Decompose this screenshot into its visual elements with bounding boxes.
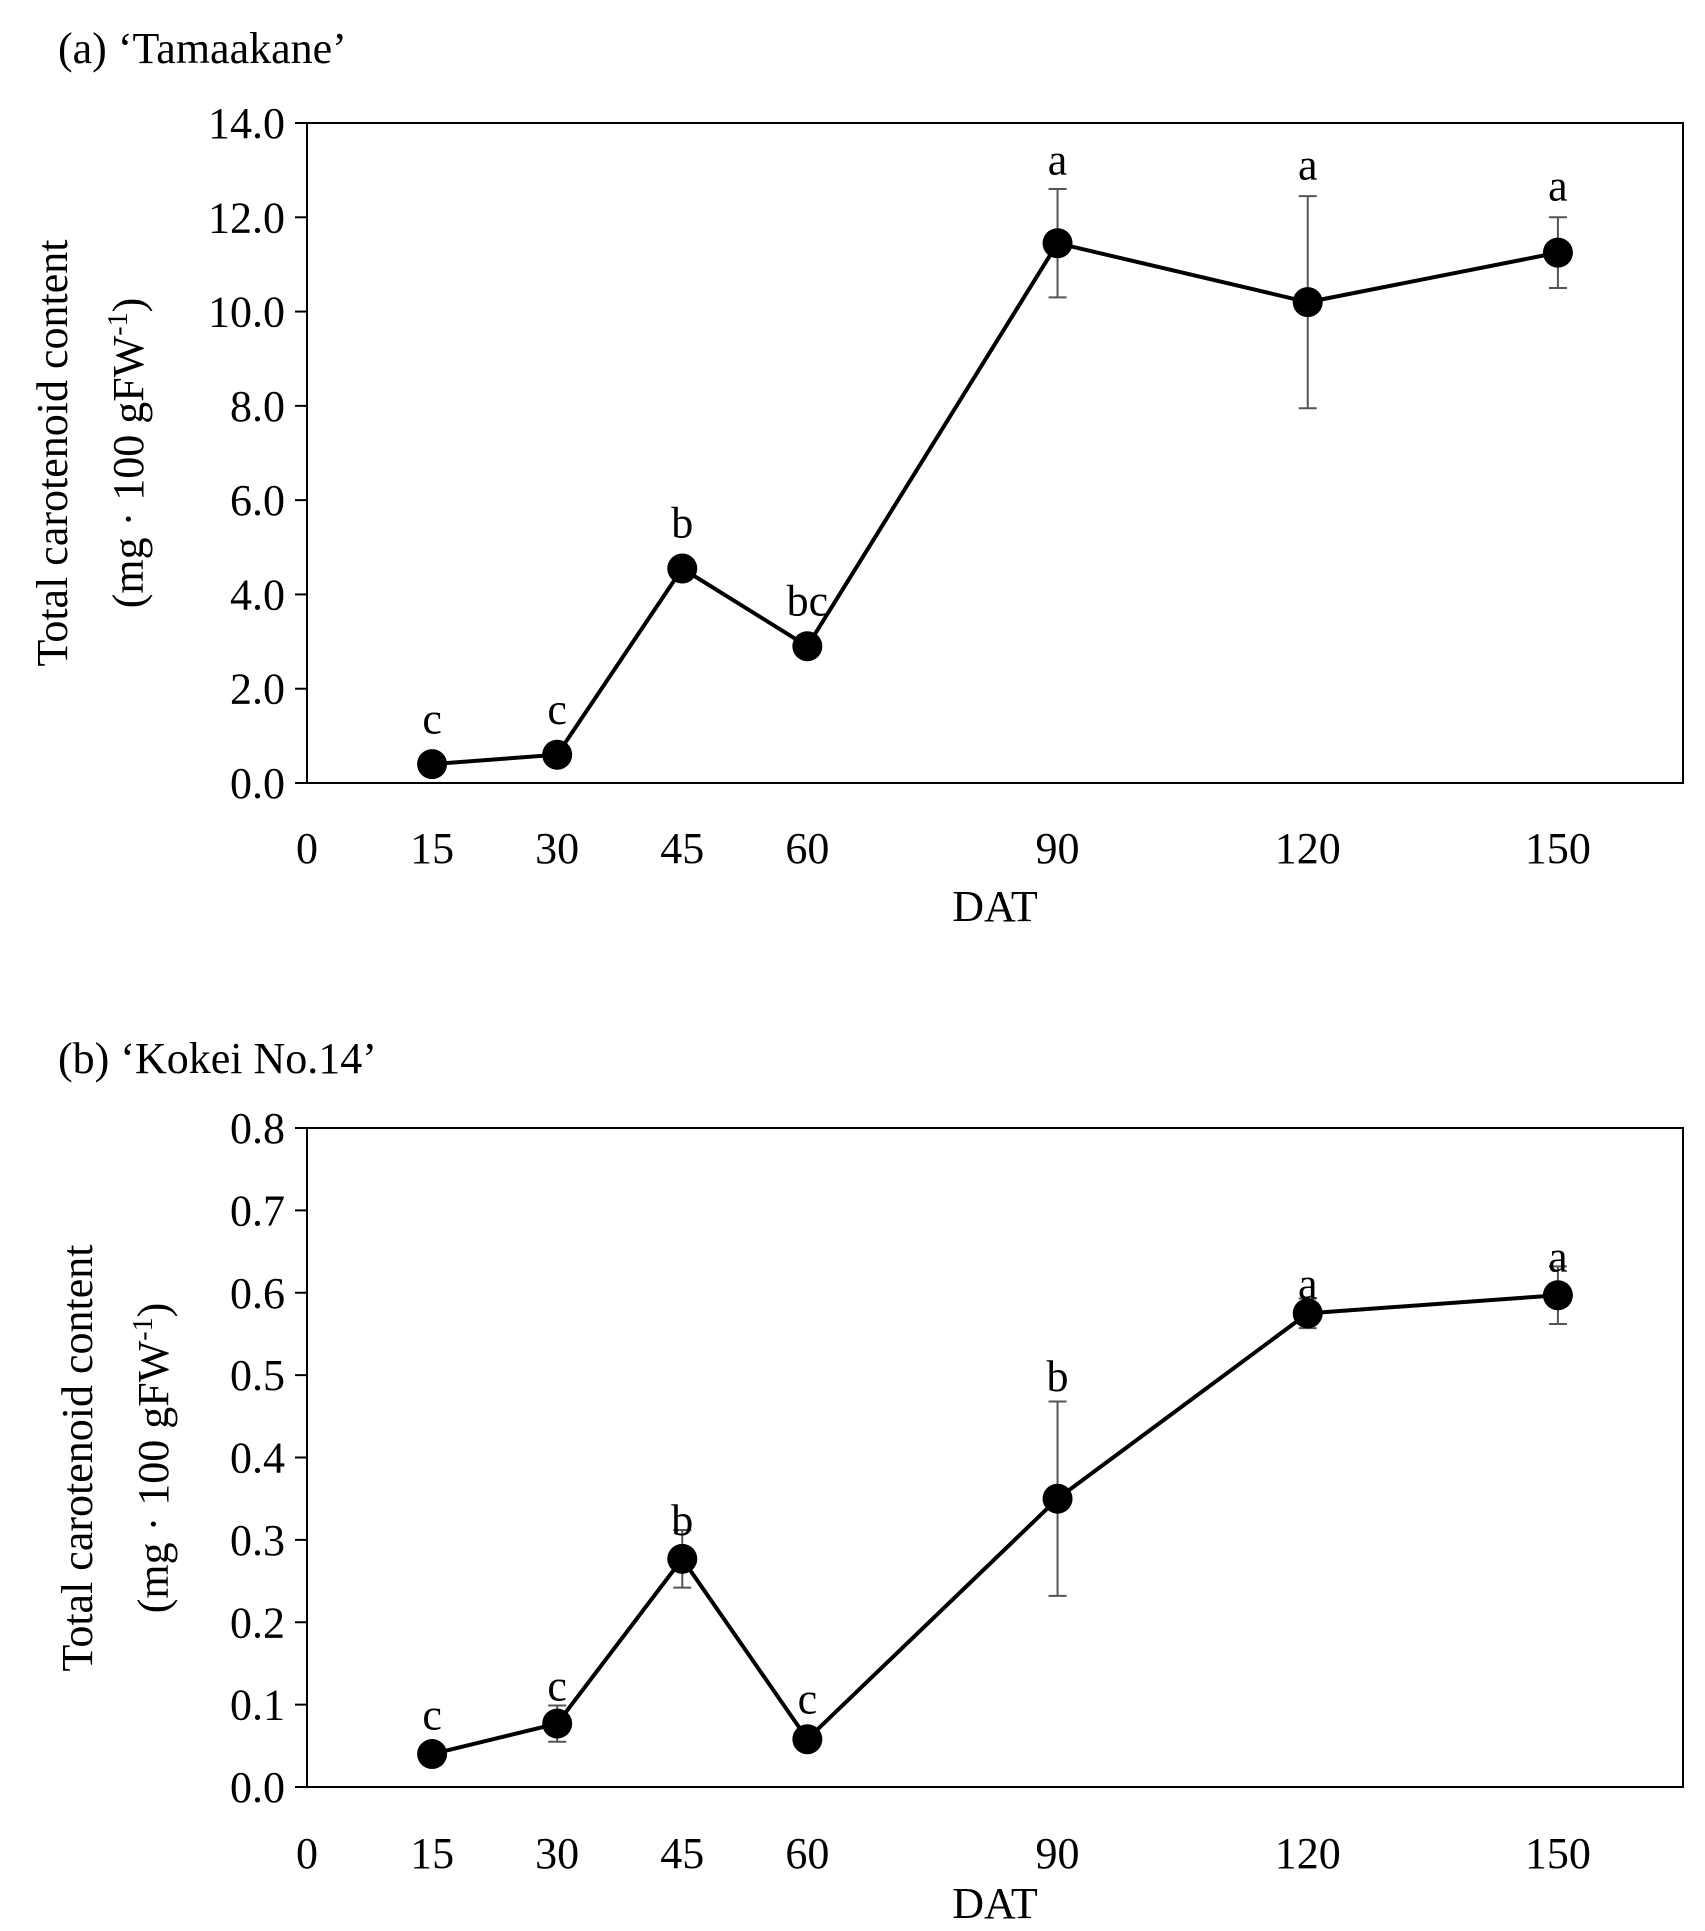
- significance-label: a: [1548, 1232, 1568, 1281]
- data-point: [1542, 237, 1573, 268]
- y-tick-label: 0.1: [230, 1681, 285, 1730]
- chart-title: (a) ‘Tamaakane’: [58, 24, 347, 73]
- x-tick-label: 60: [785, 1829, 829, 1878]
- significance-label: c: [422, 694, 442, 743]
- y-tick-label: 6.0: [230, 476, 285, 525]
- significance-label: a: [1548, 162, 1568, 211]
- y-tick-label: 0.3: [230, 1516, 285, 1565]
- y-tick-label: 2.0: [230, 665, 285, 714]
- y-tick-label: 0.0: [230, 1763, 285, 1812]
- data-point: [1542, 1280, 1573, 1311]
- significance-label: c: [422, 1690, 442, 1739]
- series-line: [431, 1293, 1559, 1756]
- x-tick-label: 90: [1036, 1829, 1080, 1878]
- data-point: [1292, 1298, 1323, 1329]
- data-point: [1292, 287, 1323, 318]
- x-tick-label: 60: [785, 824, 829, 873]
- x-tick-label: 30: [535, 1829, 579, 1878]
- y-tick-label: 0.0: [230, 759, 285, 808]
- data-point: [792, 1724, 823, 1755]
- data-point: [1042, 228, 1073, 259]
- significance-label: a: [1048, 136, 1068, 185]
- x-tick-label: 45: [660, 824, 704, 873]
- data-point: [667, 1543, 698, 1574]
- data-point: [667, 553, 698, 584]
- x-axis-title: DAT: [952, 1879, 1038, 1928]
- x-tick-label: 0: [296, 1829, 318, 1878]
- y-tick-label: 10.0: [208, 288, 285, 337]
- y-axis-unit-close: ): [104, 298, 153, 313]
- y-axis-title: Total carotenoid content: [53, 1245, 102, 1672]
- y-axis-unit-exp: -1: [128, 1317, 159, 1340]
- x-tick-label: 45: [660, 1829, 704, 1878]
- x-tick-label: 150: [1525, 824, 1591, 873]
- y-tick-label: 0.7: [230, 1186, 285, 1235]
- data-point: [542, 739, 573, 770]
- x-tick-label: 15: [410, 824, 454, 873]
- x-tick-label: 120: [1275, 824, 1341, 873]
- y-axis-unit: (mg · 100 gFW-1): [103, 298, 153, 609]
- x-tick-label: 15: [410, 1829, 454, 1878]
- y-tick-label: 8.0: [230, 382, 285, 431]
- x-tick-label: 30: [535, 824, 579, 873]
- y-tick-label: 12.0: [208, 193, 285, 242]
- y-axis-unit: (mg · 100 gFW-1): [128, 1303, 178, 1614]
- y-axis-unit-exp: -1: [103, 312, 134, 335]
- significance-label: c: [547, 1662, 567, 1711]
- data-point: [542, 1708, 573, 1739]
- y-axis-unit-close: ): [129, 1303, 178, 1318]
- x-axis-title: DAT: [952, 882, 1038, 931]
- data-point: [1042, 1483, 1073, 1514]
- chart-title: (b) ‘Kokei No.14’: [58, 1034, 377, 1083]
- y-axis-unit-main: (mg · 100 gFW: [129, 1340, 178, 1613]
- y-tick-label: 0.6: [230, 1269, 285, 1318]
- significance-label: bc: [787, 577, 829, 626]
- y-tick-label: 0.2: [230, 1598, 285, 1647]
- y-axis-title: Total carotenoid content: [28, 240, 77, 667]
- significance-label: c: [798, 1675, 818, 1724]
- x-tick-label: 150: [1525, 1829, 1591, 1878]
- y-axis-unit-main: (mg · 100 gFW: [104, 335, 153, 608]
- chart-panel-b: (b) ‘Kokei No.14’ 0.0 0.1 0.2 0.3 0.4 0.5 0.6 0.…: [53, 1034, 1684, 1928]
- x-tick-label: 120: [1275, 1829, 1341, 1878]
- significance-label: c: [547, 685, 567, 734]
- y-tick-label: 0.4: [230, 1434, 285, 1483]
- y-tick-label: 14.0: [208, 99, 285, 148]
- data-point: [417, 749, 448, 780]
- x-tick-label: 90: [1036, 824, 1080, 873]
- plot-frame: [306, 1127, 1684, 1788]
- data-point: [417, 1739, 448, 1770]
- significance-label: b: [671, 499, 693, 548]
- x-tick-label: 0: [296, 824, 318, 873]
- significance-label: b: [1047, 1352, 1069, 1401]
- y-tick-label: 0.5: [230, 1351, 285, 1400]
- series-line: [431, 240, 1559, 767]
- chart-panel-a: (a) ‘Tamaakane’ 0.0 2.0 4.0 6.0 8.0 10.0 12.0 14…: [28, 24, 1684, 931]
- y-tick-label: 0.8: [230, 1104, 285, 1153]
- significance-label: a: [1298, 1260, 1318, 1309]
- significance-label: a: [1298, 140, 1318, 189]
- significance-label: b: [671, 1496, 693, 1545]
- y-tick-label: 4.0: [230, 570, 285, 619]
- data-point: [792, 631, 823, 662]
- plot-frame: [306, 122, 1684, 784]
